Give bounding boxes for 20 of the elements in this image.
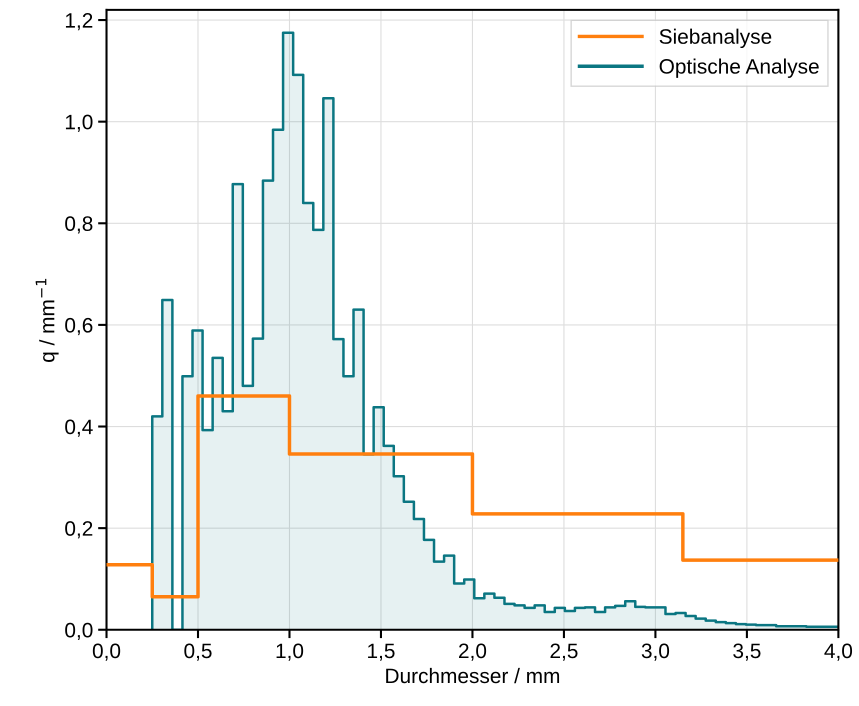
legend-label: Optische Analyse	[660, 58, 819, 78]
x-tick-label: 2,0	[459, 643, 486, 661]
y-tick-label: 0,0	[65, 622, 93, 640]
y-tick-label: 1,0	[66, 114, 93, 132]
y-tick-label: 0,8	[65, 216, 92, 234]
legend-label: Siebanalyse	[660, 28, 772, 48]
y-tick-label: 1,2	[66, 13, 92, 30]
x-tick-label: 3,0	[642, 643, 670, 661]
x-tick-label: 0,0	[92, 643, 120, 661]
x-tick-label: 4,0	[824, 643, 852, 661]
y-tick-label: 0,2	[65, 521, 92, 538]
y-tick-label: 0,4	[65, 420, 93, 437]
y-axis-title: q / mm$^{−1}$	[36, 278, 59, 362]
y-tick-label: 0,6	[65, 318, 92, 336]
x-tick-label: 3,5	[733, 643, 761, 661]
x-tick-label: 1,0	[276, 643, 304, 661]
x-tick-label: 1,5	[368, 644, 395, 661]
x-tick-label: 0,5	[184, 643, 212, 661]
x-tick-label: 2,5	[550, 643, 578, 661]
x-axis-title: Durchmesser / mm	[386, 668, 560, 684]
